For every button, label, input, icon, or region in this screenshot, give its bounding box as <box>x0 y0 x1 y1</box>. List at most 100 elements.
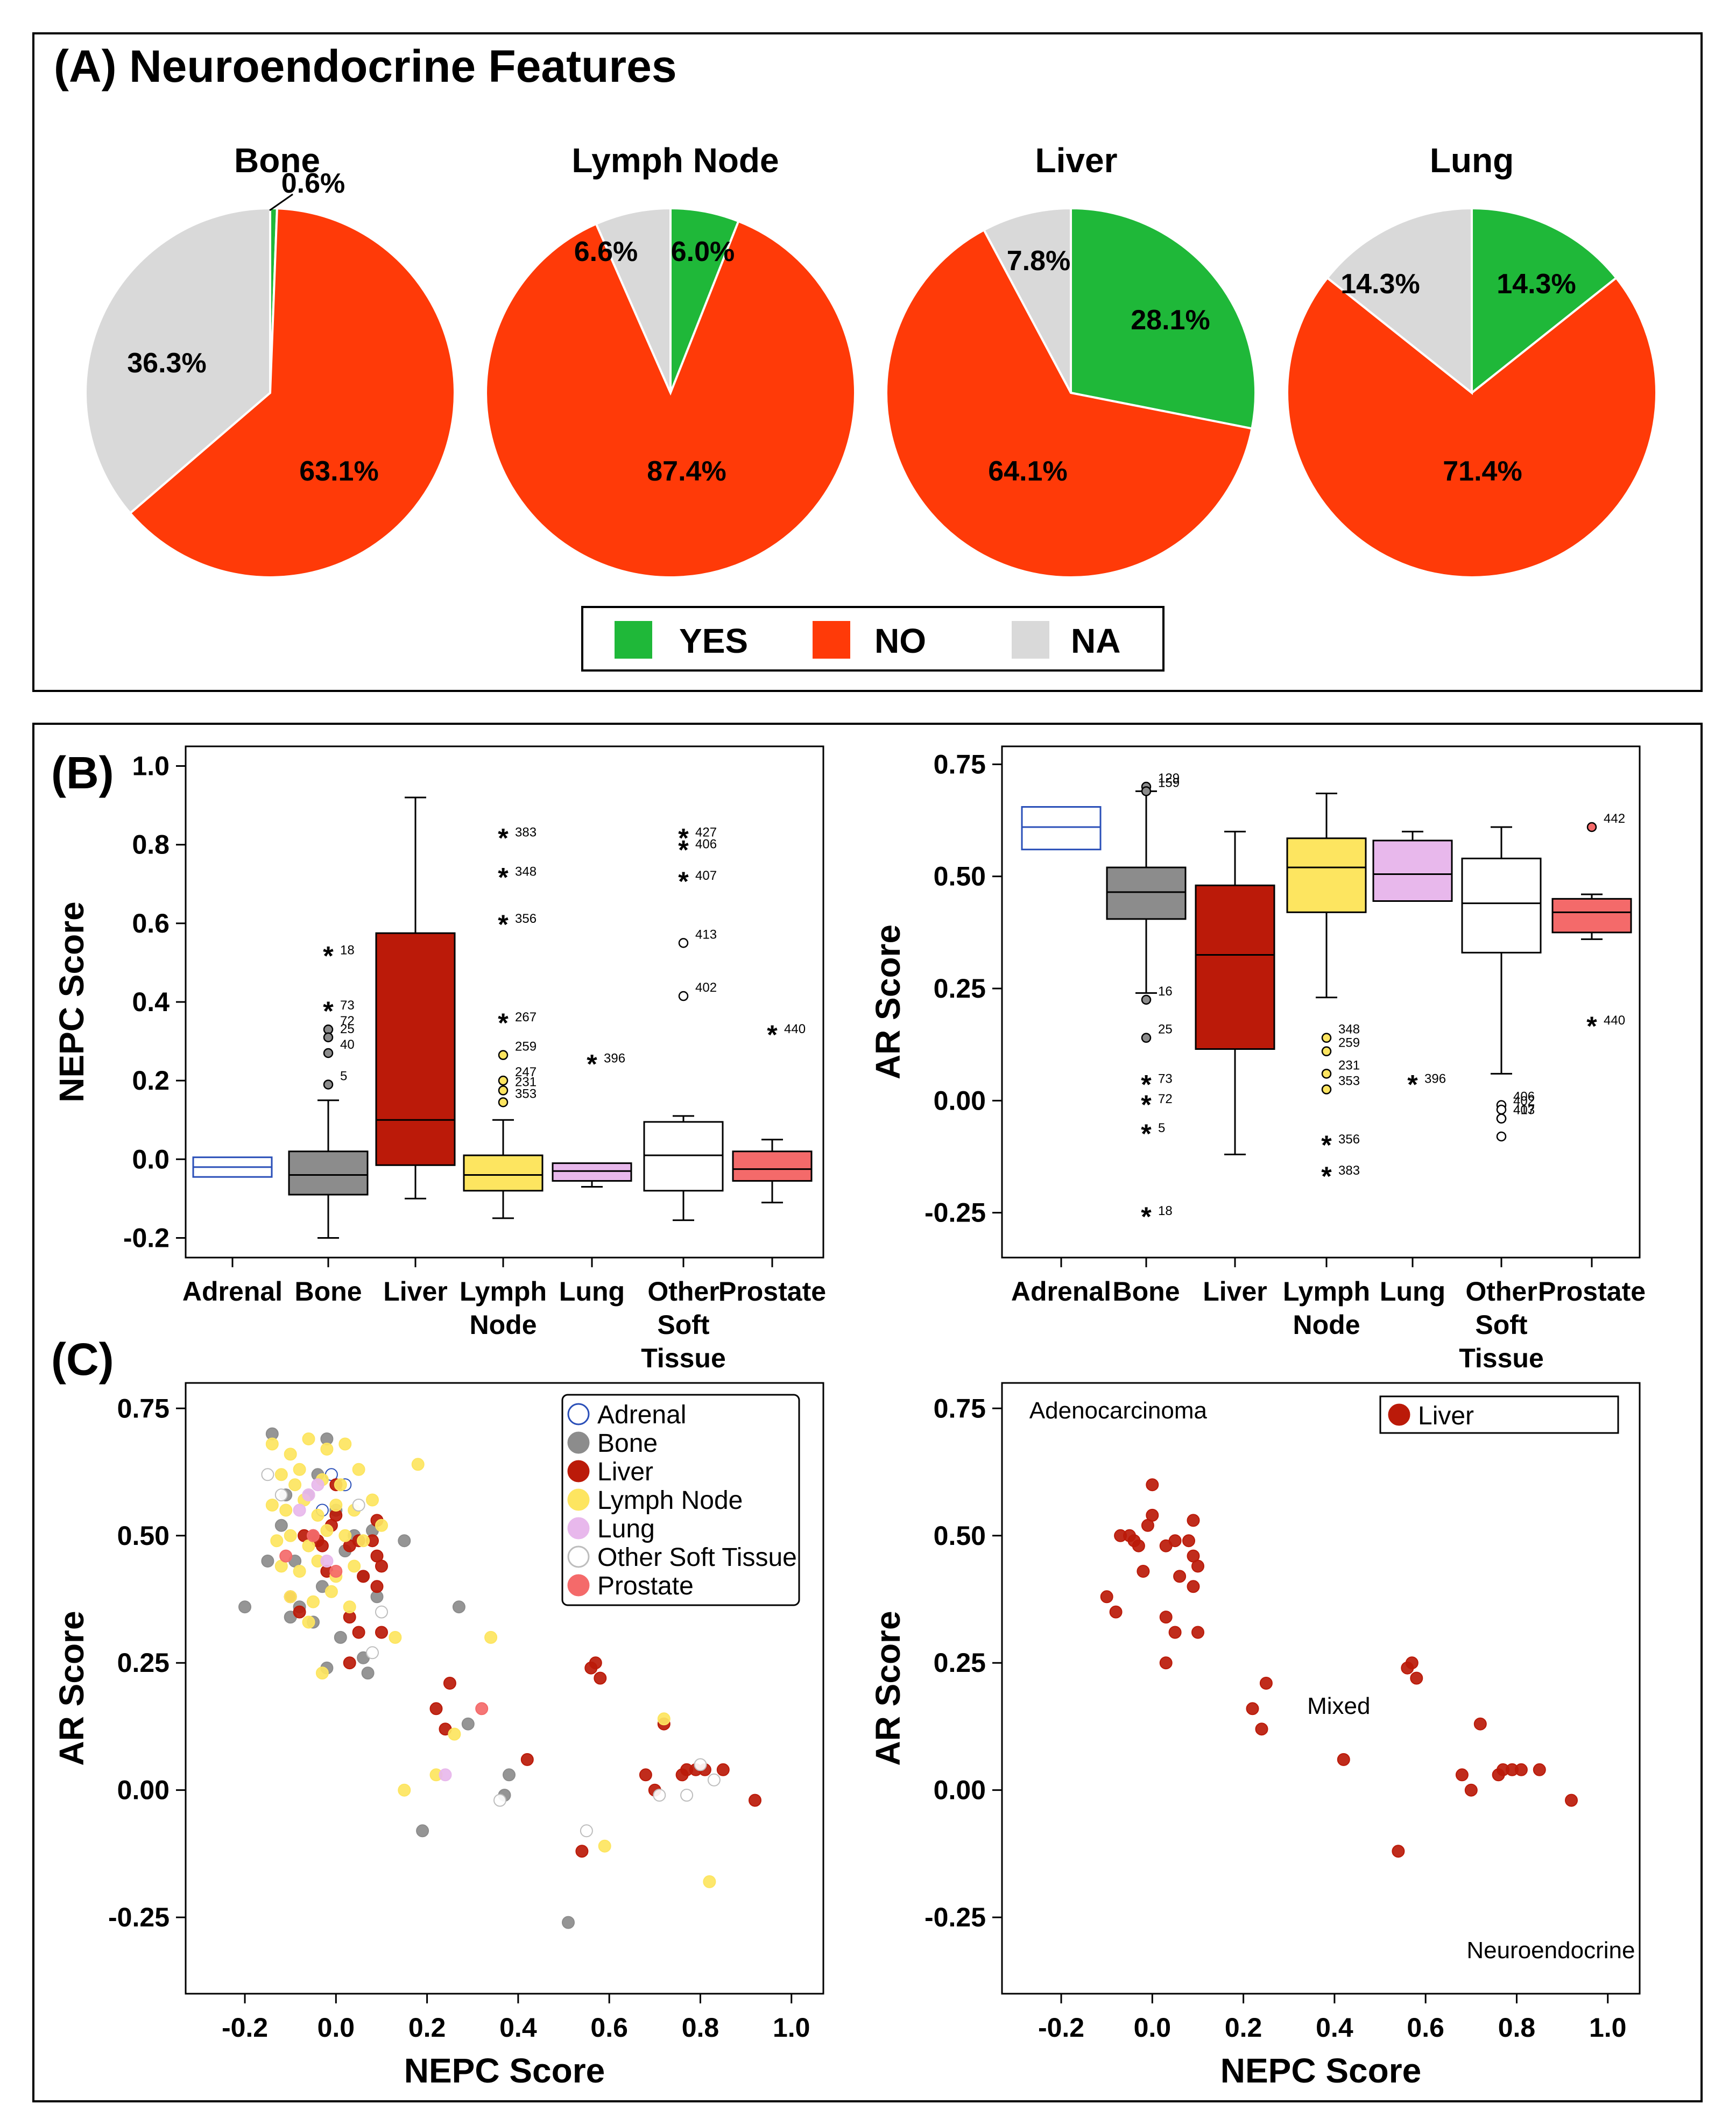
outlier-label: 383 <box>515 825 537 839</box>
plot-frame <box>1001 745 1641 1259</box>
scatter-point <box>334 1630 347 1644</box>
y-tick-label: 0.00 <box>934 1085 986 1116</box>
scatter-point <box>1565 1794 1578 1807</box>
legend-marker-other-soft-tissue <box>567 1545 590 1568</box>
legend-label-liver: Liver <box>1418 1402 1474 1430</box>
outlier-point <box>1321 1046 1332 1056</box>
scatter-point <box>366 1493 379 1507</box>
outlier-label: 267 <box>515 1010 537 1025</box>
scatter-point <box>594 1671 607 1685</box>
pie-label-na: 6.6% <box>574 236 638 267</box>
series-lung <box>293 1478 452 1782</box>
scatter-point <box>375 1559 388 1573</box>
outlier-label: 402 <box>1513 1094 1535 1109</box>
legend-yes-label: YES <box>679 622 748 660</box>
scatter-point <box>343 1600 356 1614</box>
pie-label-na: 36.3% <box>127 348 206 379</box>
outlier-point <box>498 1075 509 1086</box>
y-tick-label: 0.75 <box>117 1393 170 1423</box>
outlier-label: 259 <box>1338 1036 1360 1050</box>
outlier-label: 407 <box>695 869 717 883</box>
y-axis-title: NEPC Score <box>52 901 91 1102</box>
scatter-point <box>302 1488 315 1502</box>
scatter-point <box>503 1768 516 1782</box>
pie-slice-no <box>129 207 456 578</box>
scatter-point <box>1187 1580 1200 1593</box>
scatter-point <box>439 1768 452 1782</box>
outlier-label: 73 <box>1158 1071 1173 1086</box>
scatter-point <box>293 1463 306 1476</box>
x-tick-label: 0.8 <box>1498 2013 1536 2043</box>
scatter-point <box>307 1595 320 1608</box>
outlier-label: 5 <box>340 1069 347 1083</box>
scatter-point <box>1168 1626 1182 1639</box>
outlier-label: 18 <box>340 943 355 958</box>
outlier-point: * <box>498 1008 509 1038</box>
scatter-point <box>284 1529 297 1542</box>
outlier-label: 413 <box>695 927 717 942</box>
x-axis-title: NEPC Score <box>1220 2051 1421 2090</box>
scatter-point <box>1173 1570 1187 1583</box>
pie-label-leader <box>269 193 293 211</box>
outlier-label: 396 <box>604 1051 625 1066</box>
x-tick-label: 1.0 <box>1589 2013 1627 2043</box>
pie-label-yes: 0.6% <box>281 168 345 199</box>
scatter-point <box>320 1443 334 1456</box>
scatter-point <box>716 1763 730 1776</box>
pie-label-no: 63.1% <box>299 456 378 487</box>
outlier-point: * <box>1141 1202 1152 1232</box>
y-tick-label: 0.25 <box>934 1648 986 1678</box>
plot-annotation: Mixed <box>1307 1693 1370 1719</box>
y-tick-label: 0.25 <box>934 973 986 1004</box>
scatter-point <box>288 1478 302 1492</box>
outlier-label: 247 <box>515 1065 537 1079</box>
scatter-point <box>448 1727 461 1741</box>
panel-bc-frame <box>32 723 1703 2102</box>
x-axis-title: NEPC Score <box>404 2051 605 2090</box>
pie-lymph-node: Lymph Node 6.0% 87.4% 6.6% <box>485 141 857 579</box>
y-tick-label: 0.0 <box>132 1144 170 1174</box>
outlier-point: * <box>323 996 334 1026</box>
box-iqr <box>1106 866 1187 920</box>
outlier-label: 348 <box>515 864 537 879</box>
outlier-label: 406 <box>1513 1090 1535 1104</box>
pie-label-no: 71.4% <box>1443 456 1522 487</box>
outlier-label: 402 <box>695 980 717 995</box>
pie-label-na: 14.3% <box>1340 269 1420 300</box>
scatter-point <box>703 1875 716 1888</box>
scatter-point <box>1159 1656 1173 1670</box>
y-axis-title: AR Score <box>869 924 907 1079</box>
outlier-point <box>1586 822 1597 832</box>
scatter-point <box>1182 1534 1195 1548</box>
panel-c-label: (C) <box>51 1334 114 1385</box>
box-lung: Lung * 396 <box>1372 830 1453 1307</box>
box-iqr <box>1195 884 1275 1050</box>
scatter-point <box>1410 1671 1423 1685</box>
all-sites-scatter: -0.2 0.0 0.2 0.4 0.6 0.8 1.0 -0.25 0.00 0.25 0.50 0… <box>52 1382 824 2090</box>
legend-marker-lymph-node <box>567 1488 590 1511</box>
scatter-point <box>357 1534 370 1548</box>
outlier-point: * <box>1586 1011 1597 1041</box>
scatter-point <box>315 1539 329 1552</box>
x-tick-label: Other <box>1465 1276 1537 1307</box>
scatter-point <box>375 1626 388 1639</box>
scatter-point <box>411 1458 425 1471</box>
outlier-point <box>678 991 689 1001</box>
scatter-point <box>749 1794 761 1807</box>
scatter-point <box>293 1503 306 1517</box>
scatter-point <box>320 1555 334 1568</box>
x-tick-label: Soft <box>1475 1310 1528 1340</box>
panel-a-frame <box>32 32 1703 692</box>
scatter-point <box>653 1789 666 1802</box>
x-tick-label: 0.8 <box>682 2013 719 2043</box>
box-iqr <box>1372 839 1453 902</box>
scatter-point <box>315 1667 329 1680</box>
x-tick-label: -0.2 <box>222 2013 268 2043</box>
box-iqr <box>375 932 456 1166</box>
legend-label-lung: Lung <box>597 1515 655 1543</box>
scatter-point <box>329 1499 343 1512</box>
legend-label-bone: Bone <box>597 1429 658 1458</box>
box-iqr <box>552 1162 632 1182</box>
scatter-point <box>484 1630 498 1644</box>
